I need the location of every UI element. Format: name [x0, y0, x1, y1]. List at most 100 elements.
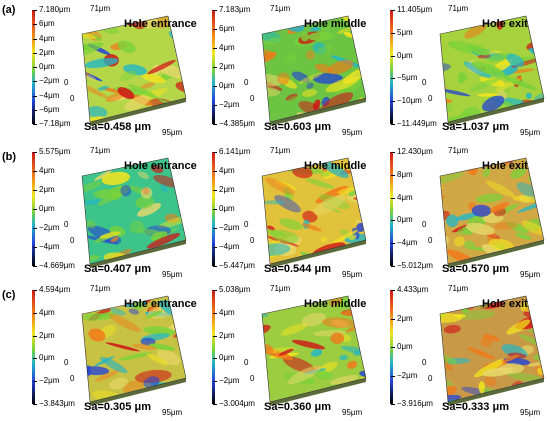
surface-edge [448, 240, 544, 268]
surface-feature [365, 206, 366, 210]
axis-label-x: 95μm [162, 408, 183, 417]
surface-feature [471, 204, 492, 217]
surface-feature [94, 170, 112, 181]
surface-feature [146, 232, 181, 249]
surface-feature [120, 185, 132, 197]
axis-label-y: 71μm [448, 284, 469, 293]
surface-feature [339, 354, 349, 361]
surface-feature [365, 199, 366, 209]
axis-label-z-origin: 0 [244, 220, 249, 229]
surface-feature [142, 73, 166, 84]
axis-label-x: 95μm [520, 270, 541, 279]
surface-plot [81, 157, 197, 268]
axis-label-z-origin: 0 [422, 220, 427, 229]
colorbar-tick-label: 0μm [391, 50, 413, 60]
surface-feature [137, 202, 162, 217]
surface-feature [318, 194, 350, 210]
axis-label-z-origin: 0 [422, 358, 427, 367]
surface-plot [61, 15, 187, 126]
surface-feature [137, 228, 163, 236]
surface-feature [300, 31, 309, 42]
surface-feature [285, 93, 299, 101]
surface-feature [457, 72, 465, 84]
colorbar-tick-label: −3.916μm [391, 399, 433, 408]
surface-feature [498, 363, 525, 374]
surface-feature [482, 167, 491, 178]
surface-feature [305, 50, 315, 60]
surface-feature [348, 263, 357, 264]
roughness-sa: Sa=0.360 μm [264, 401, 331, 413]
panel-title: Hole middle [304, 298, 367, 310]
surface-feature [132, 343, 157, 351]
axis-label-origin: 0 [70, 236, 75, 245]
surface-feature [136, 281, 149, 293]
colorbar-tick-label: 6.141μm [212, 147, 251, 156]
surface-feature [262, 74, 284, 87]
axis-label-x: 95μm [162, 270, 183, 279]
surface-feature [506, 319, 531, 335]
surface-feature [440, 372, 442, 382]
colorbar-tick-label: 0μm [33, 62, 55, 71]
surface-feature [466, 44, 490, 56]
surface-feature [71, 311, 79, 317]
colorbar-tick-label: 7.180μm [32, 5, 71, 14]
surface-outline [81, 157, 187, 265]
panel-c-1: 4.594μm 4μm 2μm 0μm −2μm −3.843μm Hole entranc… [20, 282, 200, 420]
surface-feature [525, 92, 532, 99]
surface-feature [493, 0, 523, 10]
panel-c-2: 5.038μm 4μm 2μm 0μm −2μm −3.004μm Hole middle 7… [200, 282, 380, 420]
surface-edge [270, 240, 366, 268]
surface-feature [128, 308, 140, 315]
surface-feature [241, 338, 260, 356]
surface-feature [465, 222, 495, 236]
surface-feature [286, 92, 307, 102]
surface-feature [150, 164, 164, 174]
colorbar-tick-label: 4μm [33, 166, 55, 175]
surface-feature [485, 180, 515, 198]
axis-label-origin: 0 [250, 94, 255, 103]
surface-plot [261, 15, 367, 126]
surface-feature [440, 57, 443, 69]
surface-feature [140, 187, 153, 199]
panel-a-1: 7.180μm 6μm 4μm 2μm 0μm −2μm −4μm −6μm −7.18μm Ho… [20, 2, 200, 140]
surface-feature [93, 413, 111, 421]
surface-feature [85, 220, 96, 229]
surface-feature [463, 240, 475, 250]
colorbar-tick-label: 0μm [391, 215, 413, 225]
colorbar-tick-label: 0μm [391, 342, 413, 351]
surface-feature [117, 40, 136, 53]
colorbar-tick-label: −10μm [391, 96, 422, 106]
colorbar-tick-label: 0μm [33, 353, 55, 363]
surface-outline [81, 295, 187, 403]
surface-feature [145, 310, 163, 319]
surface-feature [140, 82, 155, 89]
surface-feature [94, 356, 115, 367]
surface-feature [127, 158, 140, 159]
colorbar-tick-label: 2μm [213, 330, 235, 340]
surface-feature [528, 5, 543, 17]
surface-feature [99, 231, 121, 239]
surface-feature [314, 370, 333, 380]
surface-feature [186, 174, 197, 188]
surface-feature [124, 95, 150, 111]
surface-feature [61, 50, 70, 57]
panel-c-3: 4.433μm 2μm 0μm −2μm −3.916μm Hole exit 71μm 95… [378, 282, 550, 420]
surface-feature [325, 76, 360, 93]
panel-a-3: 11.405μm 5μm 0μm −5μm −10μm −11.449μm Hole exi… [378, 2, 550, 140]
surface-feature [440, 16, 461, 28]
surface-feature [302, 89, 317, 97]
axis-label-x: 95μm [162, 128, 183, 137]
panel-title: Hole middle [304, 160, 367, 172]
surface-feature [262, 228, 287, 237]
surface-feature [187, 322, 195, 334]
surface-feature [540, 381, 544, 393]
surface-feature [284, 52, 297, 63]
surface-feature [164, 213, 180, 224]
surface-feature [105, 92, 125, 102]
surface-edge [448, 98, 544, 126]
surface-feature [507, 372, 544, 382]
surface-feature [475, 193, 504, 203]
roughness-sa: Sa=0.333 μm [442, 401, 509, 413]
surface-feature [143, 326, 176, 336]
